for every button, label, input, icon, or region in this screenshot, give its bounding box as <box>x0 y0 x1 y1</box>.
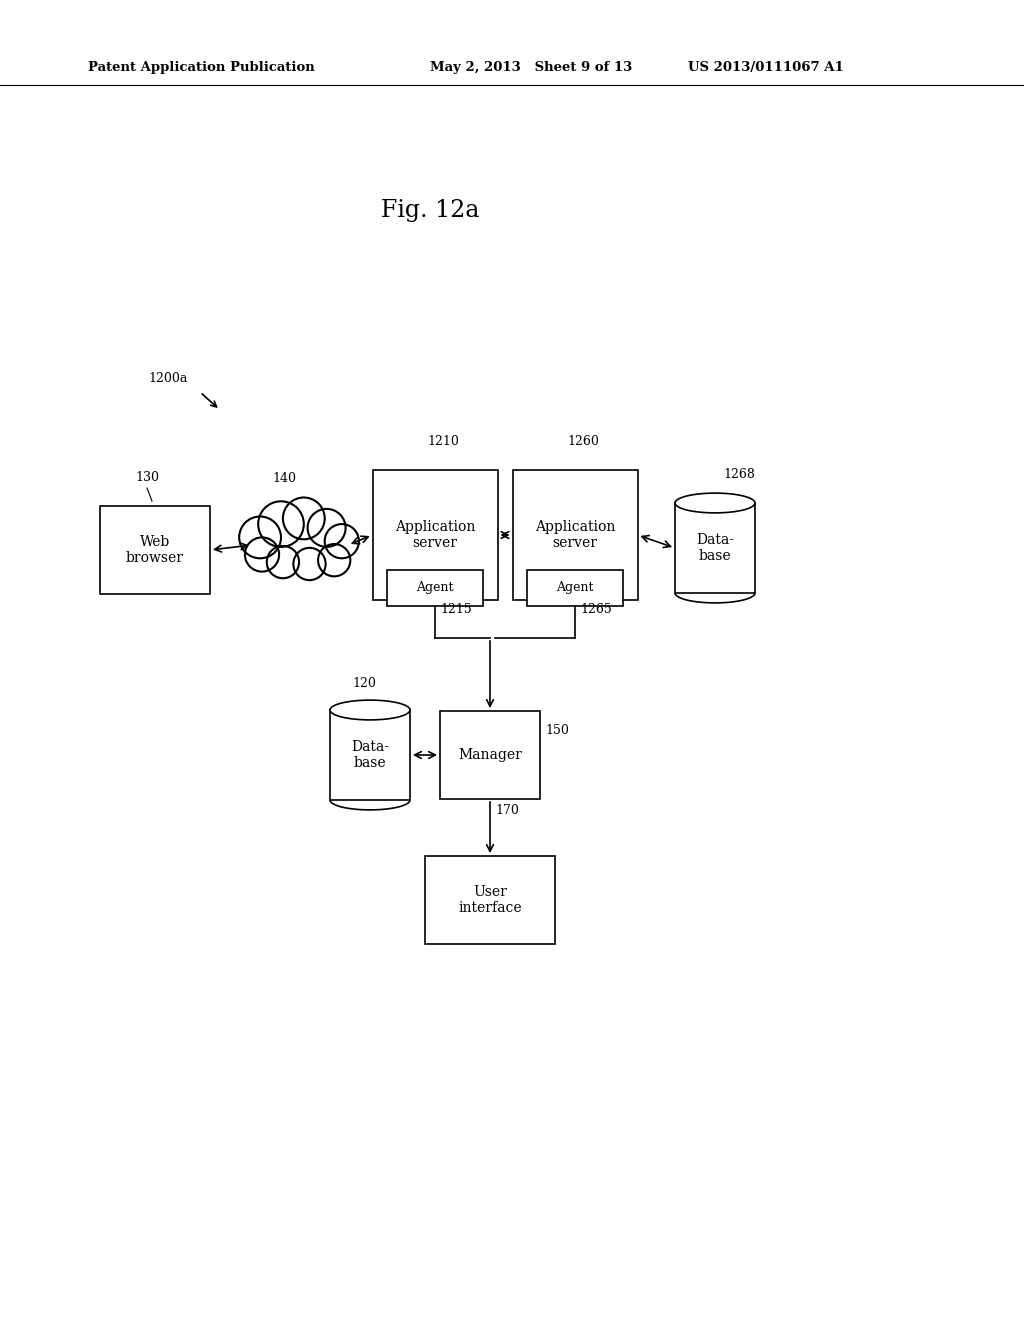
Text: Data-
base: Data- base <box>351 741 389 770</box>
Bar <box>330 710 410 800</box>
Text: 150: 150 <box>545 723 569 737</box>
Ellipse shape <box>330 700 410 719</box>
Circle shape <box>240 516 281 558</box>
Text: 130: 130 <box>135 471 159 484</box>
Text: 120: 120 <box>352 677 376 690</box>
Text: Fig. 12a: Fig. 12a <box>381 198 479 222</box>
Circle shape <box>307 510 346 546</box>
Bar <box>387 570 483 606</box>
Ellipse shape <box>675 494 755 513</box>
Bar <box>100 506 210 594</box>
Bar <box>675 503 755 593</box>
Text: 1265: 1265 <box>580 603 611 616</box>
Text: Manager: Manager <box>458 748 522 762</box>
Bar <box>373 470 498 601</box>
Text: 140: 140 <box>272 473 296 484</box>
Circle shape <box>283 498 325 540</box>
Circle shape <box>245 537 280 572</box>
Text: Data-
base: Data- base <box>696 533 734 564</box>
Circle shape <box>325 524 358 558</box>
Text: Patent Application Publication: Patent Application Publication <box>88 62 314 74</box>
Text: User
interface: User interface <box>458 884 522 915</box>
Text: Application
server: Application server <box>395 520 475 550</box>
Text: Agent: Agent <box>416 582 454 594</box>
Text: 1210: 1210 <box>427 436 459 447</box>
Bar <box>527 570 623 606</box>
Bar <box>262 528 338 557</box>
Text: US 2013/0111067 A1: US 2013/0111067 A1 <box>688 62 844 74</box>
Text: 1200a: 1200a <box>148 371 187 384</box>
Text: 170: 170 <box>495 804 519 817</box>
Text: Application
server: Application server <box>535 520 615 550</box>
Bar <box>440 711 540 799</box>
Bar <box>512 470 638 601</box>
Bar <box>425 855 555 944</box>
Circle shape <box>293 548 326 581</box>
Text: Agent: Agent <box>556 582 594 594</box>
Circle shape <box>258 502 304 546</box>
Text: 1268: 1268 <box>723 469 755 480</box>
Circle shape <box>266 546 299 578</box>
Text: 1260: 1260 <box>567 436 599 447</box>
Text: Web
browser: Web browser <box>126 535 184 565</box>
Text: 1215: 1215 <box>440 603 472 616</box>
Text: May 2, 2013   Sheet 9 of 13: May 2, 2013 Sheet 9 of 13 <box>430 62 632 74</box>
Circle shape <box>318 544 350 577</box>
